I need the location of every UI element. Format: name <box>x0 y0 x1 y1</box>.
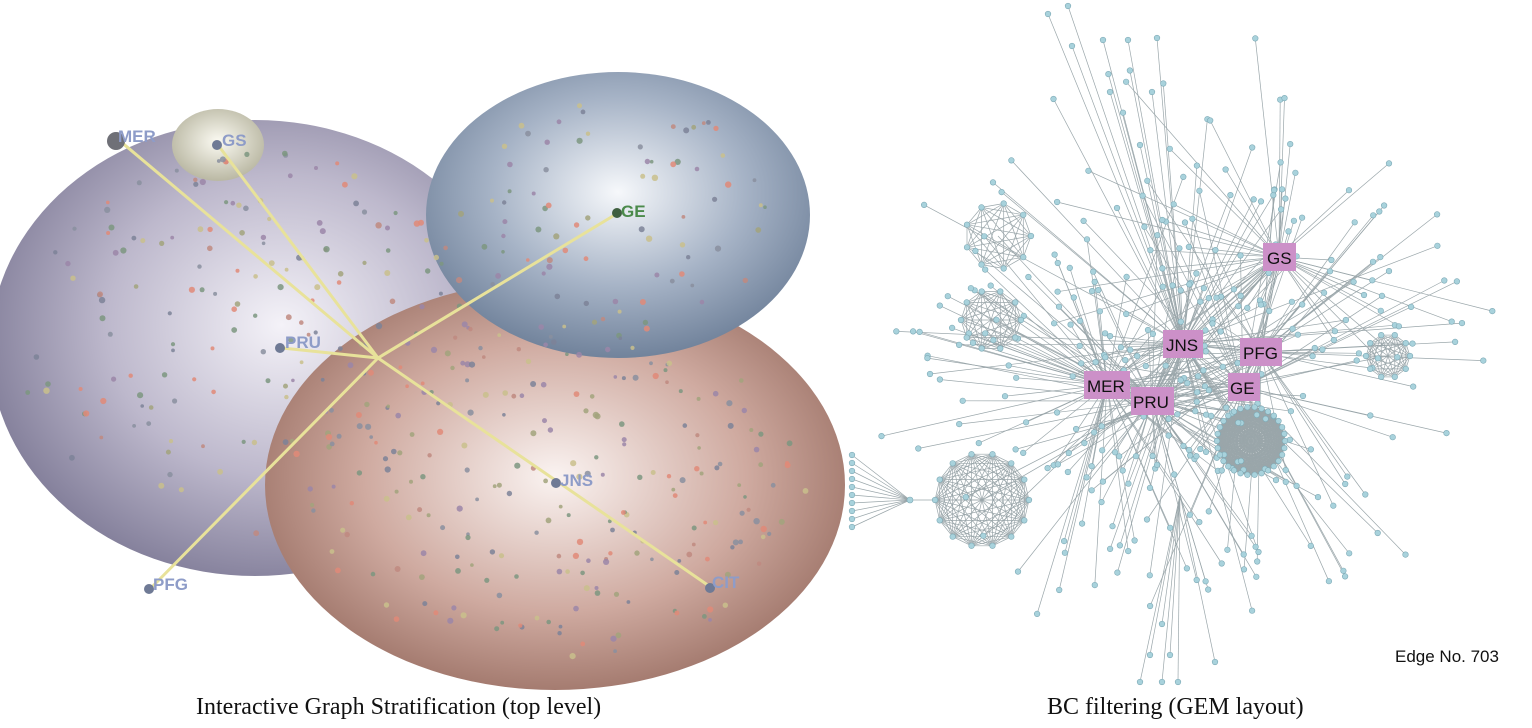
node-gs <box>212 140 222 150</box>
label-gs: GS <box>222 131 247 150</box>
highlighted-node-labels: GS JNS PFG MER GE PRU <box>1084 243 1296 415</box>
label-pfg: PFG <box>153 575 188 594</box>
left-node-labels: MER GS GE PRU JNS PFG CIT <box>118 127 740 594</box>
edge-ge <box>376 211 620 360</box>
highlight-ge-text: GE <box>1230 379 1255 398</box>
edge-mer <box>118 139 380 360</box>
network-edges <box>851 5 1493 683</box>
node-ge <box>612 208 622 218</box>
left-panel-caption: Interactive Graph Stratification (top le… <box>196 694 602 720</box>
left-node-markers <box>107 132 715 594</box>
edge-gs <box>216 143 380 360</box>
right-panel-caption: BC filtering (GEM layout) <box>1047 694 1304 720</box>
label-ge: GE <box>621 202 646 221</box>
highlight-jns-text: JNS <box>1166 336 1198 355</box>
network-nodes <box>848 2 1496 686</box>
highlight-ge[interactable]: GE <box>1228 373 1260 401</box>
highlight-gs[interactable]: GS <box>1263 243 1296 271</box>
label-cit: CIT <box>712 573 740 592</box>
highlight-pfg[interactable]: PFG <box>1240 338 1282 366</box>
highlight-gs-text: GS <box>1267 249 1292 268</box>
edge-cit <box>376 356 714 590</box>
inter-cluster-edges <box>118 139 714 591</box>
highlight-pru[interactable]: PRU <box>1131 387 1174 415</box>
edge-pfg <box>148 356 380 591</box>
highlight-mer[interactable]: MER <box>1084 371 1130 399</box>
highlight-jns[interactable]: JNS <box>1163 330 1203 358</box>
node-pru <box>275 343 285 353</box>
highlight-pru-text: PRU <box>1133 393 1169 412</box>
label-mer: MER <box>118 127 156 146</box>
stratification-view[interactable]: MER GS GE PRU JNS PFG CIT <box>0 0 845 690</box>
edge-pru <box>280 346 380 360</box>
node-jns <box>551 478 561 488</box>
label-jns: JNS <box>560 471 593 490</box>
highlight-mer-text: MER <box>1087 377 1125 396</box>
gem-layout-view[interactable]: GS JNS PFG MER GE PRU <box>845 0 1532 690</box>
label-pru: PRU <box>285 333 321 352</box>
edge-count-label: Edge No. 703 <box>1395 647 1499 666</box>
node-mer <box>107 132 125 150</box>
node-pfg <box>144 584 154 594</box>
node-cit <box>705 583 715 593</box>
highlight-pfg-text: PFG <box>1243 344 1278 363</box>
